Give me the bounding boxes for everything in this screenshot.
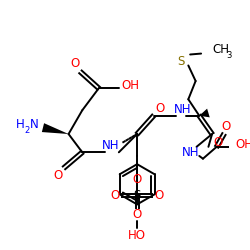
Polygon shape [199,108,210,117]
Text: OH: OH [122,79,140,92]
Text: O: O [70,57,80,70]
Polygon shape [42,123,68,134]
Text: O: O [154,189,164,202]
Text: O: O [221,120,230,133]
Text: N: N [30,118,39,132]
Text: O: O [132,208,142,221]
Text: S: S [177,55,185,68]
Text: NH: NH [174,103,192,116]
Text: HO: HO [128,229,146,242]
Text: 2: 2 [25,126,30,135]
Text: CH: CH [212,44,229,57]
Text: H: H [16,118,24,132]
Text: O: O [53,169,62,182]
Text: O: O [155,102,164,115]
Text: O: O [132,173,142,186]
Text: 3: 3 [226,51,231,60]
Text: O: O [213,136,222,149]
Text: NH: NH [102,140,119,152]
Text: OH: OH [235,138,250,151]
Text: O: O [110,189,120,202]
Text: S: S [134,189,141,202]
Text: NH: NH [182,146,200,159]
